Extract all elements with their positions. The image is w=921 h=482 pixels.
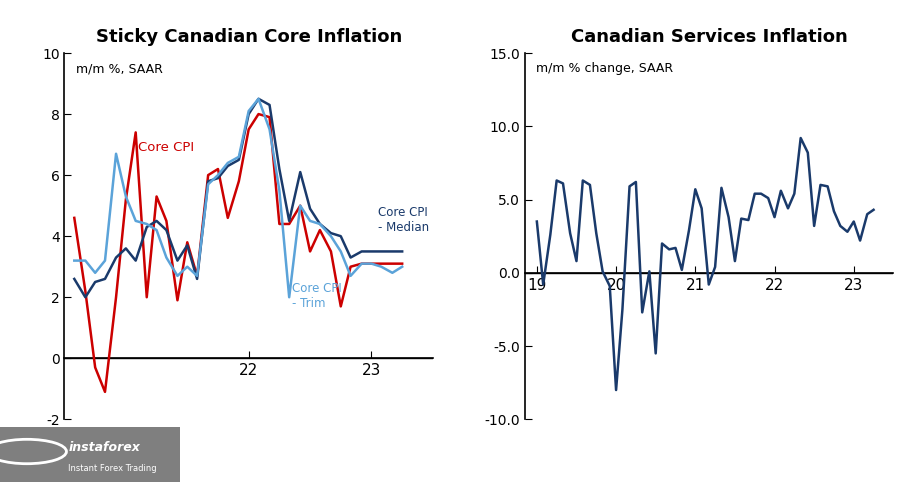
Title: Canadian Services Inflation: Canadian Services Inflation	[571, 28, 847, 46]
Title: Sticky Canadian Core Inflation: Sticky Canadian Core Inflation	[96, 28, 402, 46]
Text: Instant Forex Trading: Instant Forex Trading	[68, 464, 157, 473]
Text: Core CPI: Core CPI	[138, 141, 194, 154]
Text: Core CPI
- Trim: Core CPI - Trim	[292, 282, 342, 310]
Text: instaforex: instaforex	[68, 441, 140, 454]
Text: m/m %, SAAR: m/m %, SAAR	[76, 62, 162, 75]
Text: Core CPI
- Median: Core CPI - Median	[378, 206, 429, 234]
Text: m/m % change, SAAR: m/m % change, SAAR	[536, 62, 673, 75]
